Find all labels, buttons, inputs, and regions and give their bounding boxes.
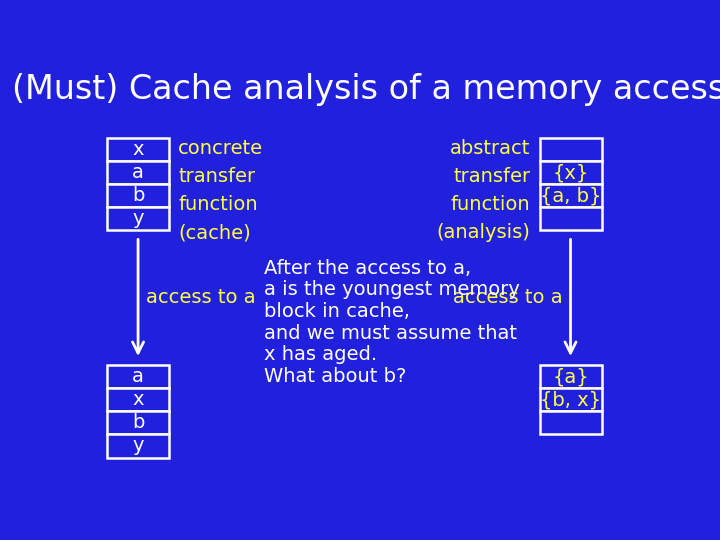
- Text: concrete
transfer
function
(cache): concrete transfer function (cache): [179, 139, 264, 242]
- Bar: [539, 411, 601, 434]
- Text: x: x: [132, 390, 144, 409]
- Text: x has aged.: x has aged.: [264, 345, 377, 364]
- Text: {a, b}: {a, b}: [540, 186, 601, 205]
- Text: What about b?: What about b?: [264, 367, 407, 386]
- Text: access to a: access to a: [453, 288, 563, 307]
- Bar: [539, 161, 601, 184]
- Bar: [107, 434, 169, 457]
- Text: {a}: {a}: [552, 367, 589, 386]
- Bar: [539, 138, 601, 161]
- Text: {b, x}: {b, x}: [540, 390, 601, 409]
- Text: After the access to a,: After the access to a,: [264, 259, 472, 278]
- Text: abstract
transfer
function
(analysis): abstract transfer function (analysis): [436, 139, 530, 242]
- Text: (Must) Cache analysis of a memory access: (Must) Cache analysis of a memory access: [12, 73, 720, 106]
- Text: and we must assume that: and we must assume that: [264, 323, 518, 342]
- Text: access to a: access to a: [145, 288, 256, 307]
- Text: y: y: [132, 436, 144, 455]
- Text: x: x: [132, 140, 144, 159]
- Text: {x}: {x}: [552, 163, 589, 182]
- Text: y: y: [132, 210, 144, 228]
- Bar: [107, 184, 169, 207]
- Bar: [539, 365, 601, 388]
- Bar: [107, 388, 169, 411]
- Bar: [107, 207, 169, 231]
- Text: b: b: [132, 413, 144, 433]
- Bar: [107, 411, 169, 434]
- Bar: [539, 388, 601, 411]
- Bar: [539, 184, 601, 207]
- Text: a: a: [132, 367, 144, 386]
- Bar: [107, 138, 169, 161]
- Text: a: a: [132, 163, 144, 182]
- Bar: [107, 161, 169, 184]
- Bar: [539, 207, 601, 231]
- Text: b: b: [132, 186, 144, 205]
- Text: block in cache,: block in cache,: [264, 302, 410, 321]
- Text: a is the youngest memory: a is the youngest memory: [264, 280, 521, 299]
- Bar: [107, 365, 169, 388]
